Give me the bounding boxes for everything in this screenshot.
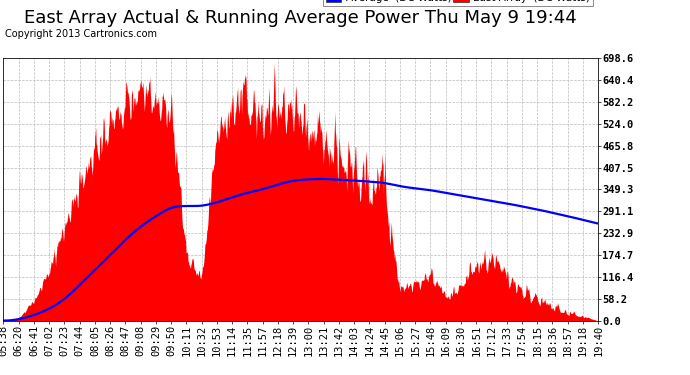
Text: Copyright 2013 Cartronics.com: Copyright 2013 Cartronics.com [5,29,157,39]
Text: East Array Actual & Running Average Power Thu May 9 19:44: East Array Actual & Running Average Powe… [23,9,577,27]
Legend: Average  (DC Watts), East Array  (DC Watts): Average (DC Watts), East Array (DC Watts… [323,0,593,6]
